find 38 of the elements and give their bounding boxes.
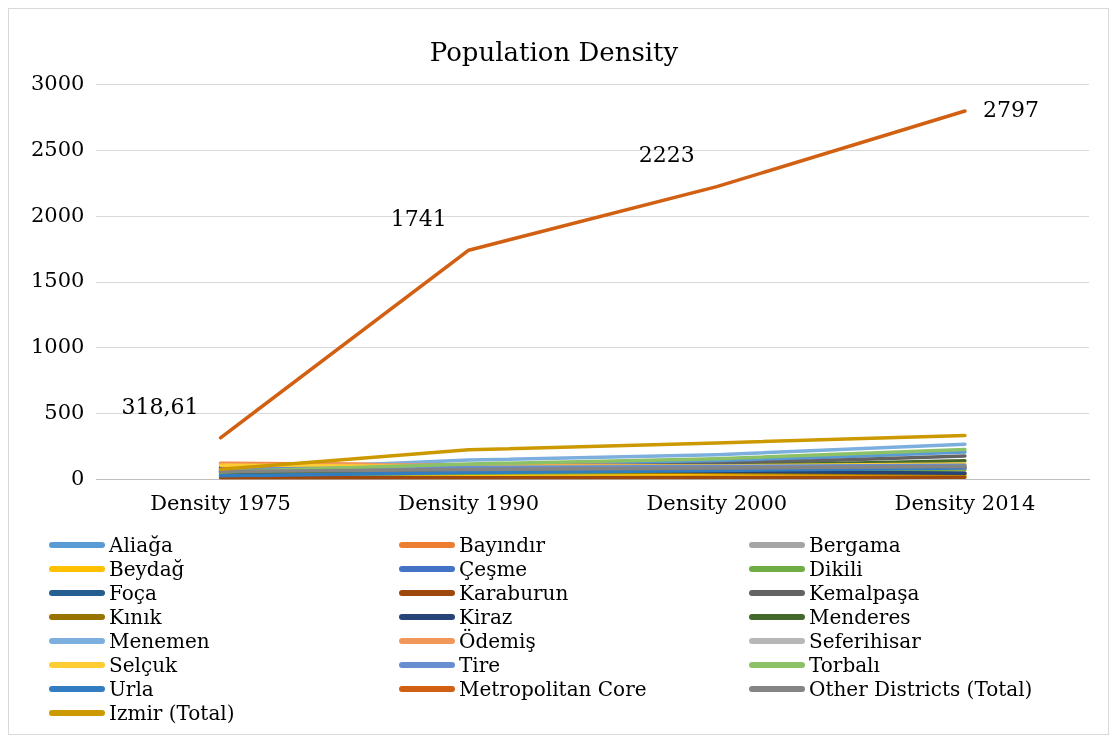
legend-label: Beydağ bbox=[109, 557, 185, 581]
legend-label: Seferihisar bbox=[809, 629, 921, 653]
legend-label: Metropolitan Core bbox=[459, 677, 647, 701]
legend-label: Bayındır bbox=[459, 533, 545, 557]
legend-label: Torbalı bbox=[809, 653, 880, 677]
y-tick-label: 1000 bbox=[30, 334, 85, 359]
legend-label: Selçuk bbox=[109, 653, 178, 677]
legend-label: Çeşme bbox=[459, 557, 528, 581]
y-tick-label: 3000 bbox=[30, 70, 85, 95]
legend-label: Other Districts (Total) bbox=[809, 677, 1033, 701]
data-label: 2797 bbox=[982, 96, 1039, 122]
y-tick-label: 2500 bbox=[30, 136, 85, 161]
legend-label: Foça bbox=[109, 581, 157, 605]
legend-label: Dikili bbox=[809, 557, 863, 581]
legend-label: Izmir (Total) bbox=[109, 701, 235, 725]
legend-label: Karaburun bbox=[459, 581, 569, 605]
x-tick-label: Density 2014 bbox=[894, 490, 1036, 515]
data-label: 1741 bbox=[390, 205, 447, 231]
y-tick-label: 1500 bbox=[30, 268, 85, 293]
x-tick-label: Density 1990 bbox=[398, 490, 540, 515]
legend-label: Menemen bbox=[109, 629, 210, 653]
x-tick-label: Density 1975 bbox=[150, 490, 291, 515]
legend-label: Menderes bbox=[809, 605, 911, 629]
legend-label: Kınık bbox=[109, 605, 162, 629]
legend-label: Ödemiş bbox=[459, 629, 536, 653]
data-label: 2223 bbox=[638, 142, 695, 168]
x-tick-label: Density 2000 bbox=[646, 490, 788, 515]
legend-label: Bergama bbox=[809, 533, 901, 557]
data-label: 318,61 bbox=[121, 393, 199, 419]
y-tick-label: 0 bbox=[71, 466, 85, 491]
legend-label: Aliağa bbox=[109, 533, 173, 557]
legend-label: Kemalpaşa bbox=[809, 581, 920, 605]
y-tick-label: 2000 bbox=[30, 202, 85, 227]
chart-title: Population Density bbox=[429, 37, 679, 68]
y-tick-label: 500 bbox=[44, 400, 85, 425]
legend-label: Tire bbox=[459, 653, 501, 677]
legend-label: Kiraz bbox=[459, 605, 513, 629]
legend-label: Urla bbox=[109, 677, 154, 701]
